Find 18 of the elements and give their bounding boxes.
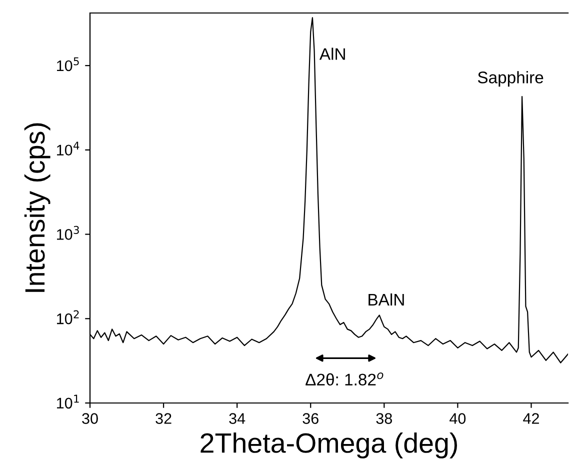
y-axis-title: Intensity (cps): [24, 123, 50, 292]
y-tick-label: 10$^{2}$: [57, 310, 79, 324]
x-tick-label: 34: [229, 413, 246, 424]
annotation: Δ2θ: 1.82$^{o}$: [306, 372, 384, 386]
x-tick-label: 36: [302, 413, 318, 424]
annotation: Sapphire: [478, 71, 544, 87]
y-tick-label: 10$^{4}$: [57, 142, 80, 156]
y-tick-label: 10$^{3}$: [57, 226, 79, 240]
x-axis-title: 2Theta-Omega (deg): [200, 432, 457, 458]
x-tick-label: 38: [376, 413, 392, 424]
x-tick-label: 30: [82, 413, 98, 424]
x-tick-label: 32: [156, 413, 172, 424]
x-tick-label: 42: [523, 413, 539, 424]
annotation: AlN: [319, 48, 345, 60]
y-tick-label: 10$^{5}$: [57, 57, 79, 72]
y-tick-label: 10$^{1}$: [57, 394, 79, 409]
x-tick-label: 40: [450, 413, 466, 424]
annotation: BAlN: [368, 293, 404, 306]
